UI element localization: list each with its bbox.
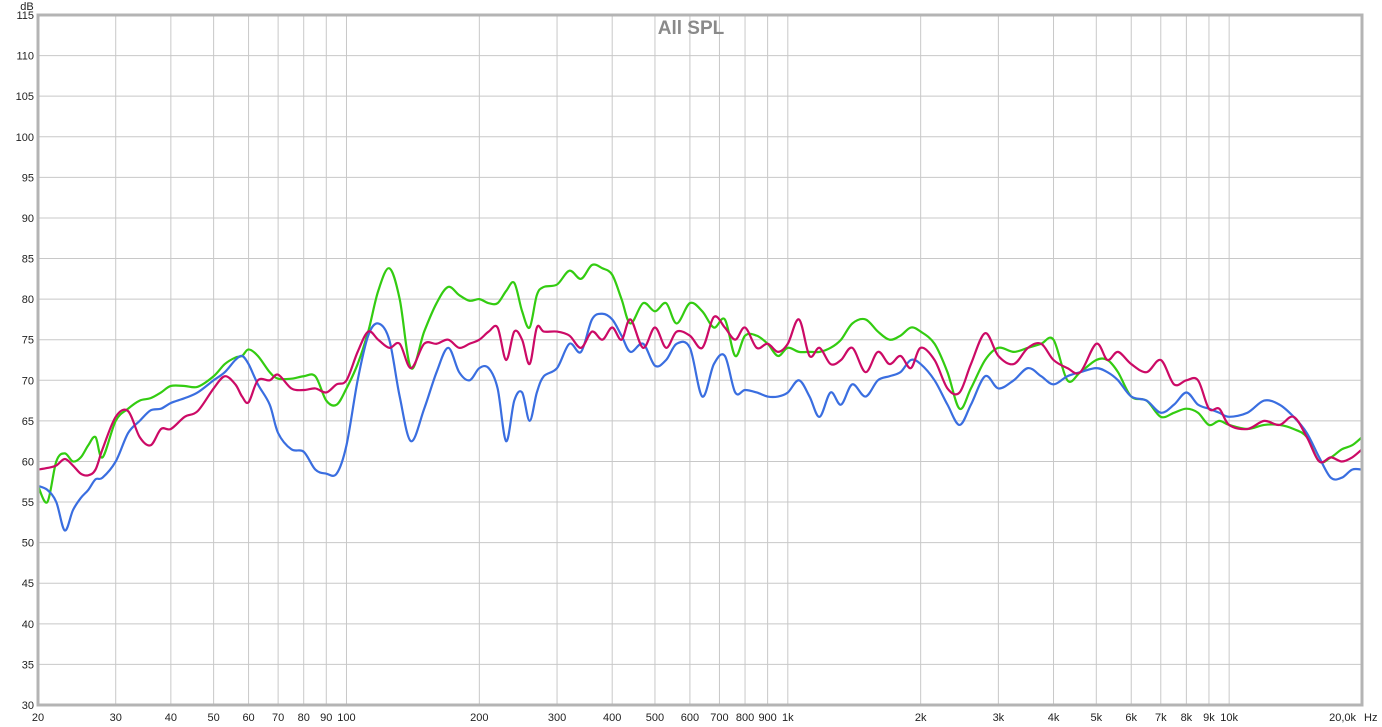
y-tick-label: 80 xyxy=(22,294,34,306)
x-tick-label: 3k xyxy=(993,712,1005,724)
x-tick-label: 600 xyxy=(681,712,699,724)
y-tick-label: 110 xyxy=(16,51,34,63)
x-tick-label: 9k xyxy=(1203,712,1215,724)
x-tick-label: 300 xyxy=(548,712,566,724)
plot-area xyxy=(38,15,1362,705)
x-tick-label: 400 xyxy=(603,712,621,724)
y-tick-label: 75 xyxy=(22,335,34,347)
y-tick-label: 115 xyxy=(16,10,34,22)
y-tick-label: 95 xyxy=(22,172,34,184)
y-tick-label: 30 xyxy=(22,700,34,712)
x-tick-label: 1k xyxy=(782,712,794,724)
y-tick-label: 35 xyxy=(22,659,34,671)
y-tick-label: 100 xyxy=(16,132,34,144)
x-tick-label: 20,0k xyxy=(1329,712,1356,724)
x-tick-label: 100 xyxy=(337,712,355,724)
x-tick-label: 90 xyxy=(320,712,332,724)
series-layer xyxy=(36,263,1363,532)
x-tick-label: 700 xyxy=(710,712,728,724)
x-tick-label: 60 xyxy=(242,712,254,724)
x-tick-label: 70 xyxy=(272,712,284,724)
y-tick-label: 70 xyxy=(22,375,34,387)
plot-frame xyxy=(36,13,1364,707)
y-axis-label: dB xyxy=(20,1,33,13)
y-tick-label: 60 xyxy=(22,456,34,468)
y-tick-label: 40 xyxy=(22,619,34,631)
y-axis-ticks: 30 35 40 45 50 55 60 65 70 75 80 85 90 95 100 105 110 115 xyxy=(16,10,34,712)
x-tick-label: 80 xyxy=(298,712,310,724)
x-axis-ticks: 20 30 40 50 60 70 80 90 100 200 300 400 500 600 700 800… xyxy=(32,712,1378,724)
x-tick-label: 30 xyxy=(110,712,122,724)
y-tick-label: 90 xyxy=(22,213,34,225)
x-tick-label: 40 xyxy=(165,712,177,724)
series-line-3 xyxy=(37,315,1363,477)
y-tick-label: 50 xyxy=(22,538,34,550)
grid xyxy=(37,14,1363,706)
y-tick-label: 65 xyxy=(22,416,34,428)
x-tick-label: 6k xyxy=(1125,712,1137,724)
x-tick-label: 5k xyxy=(1090,712,1102,724)
x-tick-label: 7k xyxy=(1155,712,1167,724)
x-tick-label: 800 xyxy=(736,712,754,724)
y-tick-label: 105 xyxy=(16,91,34,103)
y-tick-label: 55 xyxy=(22,497,34,509)
y-tick-label: 45 xyxy=(22,578,34,590)
x-tick-label: 10k xyxy=(1220,712,1238,724)
x-tick-label: 500 xyxy=(646,712,664,724)
x-tick-label: 2k xyxy=(915,712,927,724)
x-tick-label: 20 xyxy=(32,712,44,724)
x-tick-label: 8k xyxy=(1181,712,1193,724)
y-tick-label: 85 xyxy=(22,254,34,266)
x-axis-label: Hz xyxy=(1364,712,1377,724)
chart-title: All SPL xyxy=(658,18,725,39)
series-line-2 xyxy=(37,312,1363,532)
x-tick-label: 900 xyxy=(758,712,776,724)
x-tick-label: 50 xyxy=(207,712,219,724)
x-tick-label: 4k xyxy=(1048,712,1060,724)
x-tick-label: 200 xyxy=(470,712,488,724)
